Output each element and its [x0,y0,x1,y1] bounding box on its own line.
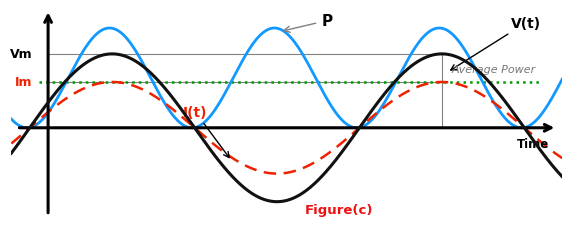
Text: Figure(c): Figure(c) [305,204,374,217]
Text: V(t): V(t) [451,17,541,71]
Text: Vm: Vm [10,48,32,61]
Text: I(t): I(t) [183,105,229,158]
Text: Average Power: Average Power [452,65,536,75]
Text: P: P [284,14,332,33]
Text: Im: Im [15,76,32,89]
Text: Time: Time [517,137,549,150]
